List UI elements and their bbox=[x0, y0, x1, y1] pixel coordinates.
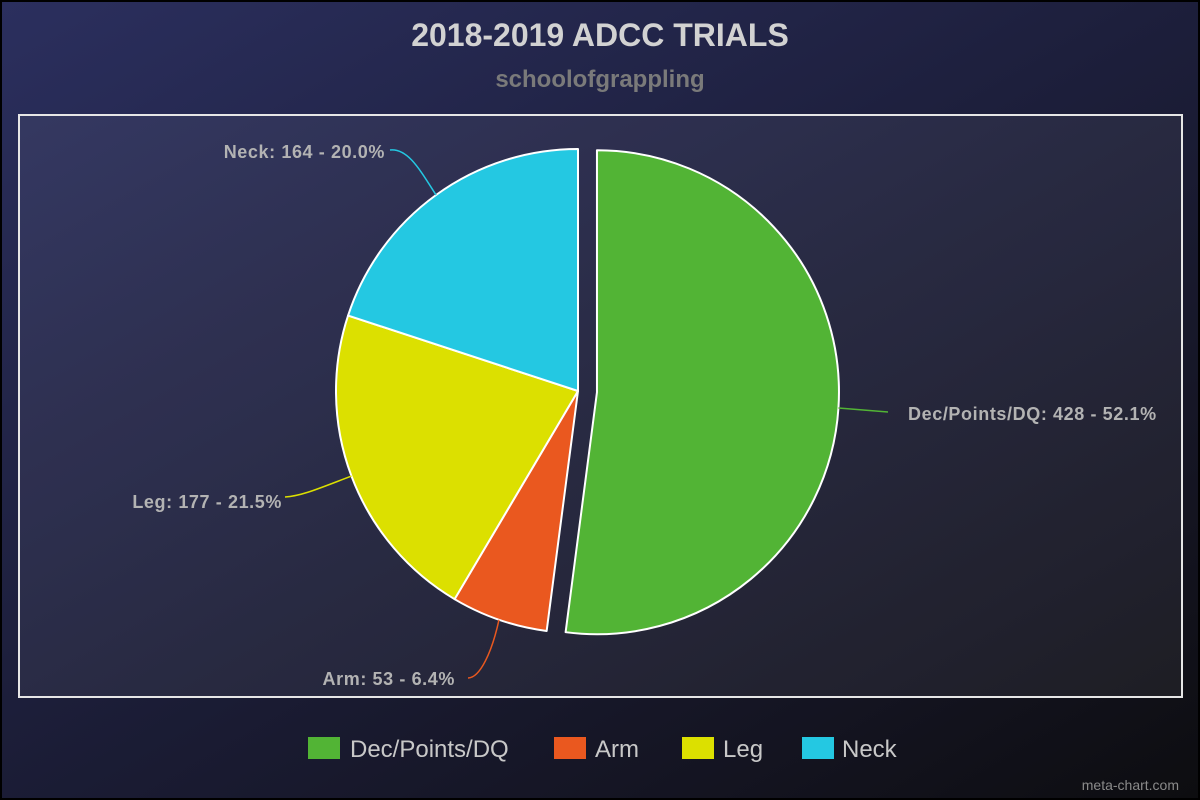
credit-text: meta-chart.com bbox=[1082, 777, 1179, 793]
label-connector-leg bbox=[284, 475, 352, 498]
legend-item-leg: Leg bbox=[682, 736, 763, 763]
chart-title: 2018-2019 ADCC TRIALS bbox=[411, 17, 789, 53]
legend: Dec/Points/DQ Arm Leg Neck bbox=[308, 736, 898, 763]
legend-item-neck: Neck bbox=[802, 736, 898, 763]
slice-label-neck: Neck: 164 - 20.0% bbox=[224, 142, 385, 162]
pie-slice-neck bbox=[347, 148, 579, 392]
legend-item-dec-points-dq: Dec/Points/DQ bbox=[308, 736, 509, 763]
label-connector-neck bbox=[389, 149, 437, 196]
legend-label-leg: Leg bbox=[723, 736, 763, 763]
legend-label-neck: Neck bbox=[842, 736, 898, 763]
pie-slice-leg bbox=[335, 314, 579, 601]
slice-label-arm: Arm: 53 - 6.4% bbox=[323, 669, 455, 689]
slice-label-dec-points-dq: Dec/Points/DQ: 428 - 52.1% bbox=[908, 404, 1157, 424]
label-connector-arm bbox=[467, 619, 500, 679]
legend-swatch-neck bbox=[802, 737, 834, 759]
pie-slices bbox=[335, 148, 840, 636]
chart-subtitle: schoolofgrappling bbox=[495, 66, 704, 93]
legend-swatch-arm bbox=[554, 737, 586, 759]
legend-label-arm: Arm bbox=[595, 736, 639, 763]
legend-swatch-leg bbox=[682, 737, 714, 759]
slice-label-leg: Leg: 177 - 21.5% bbox=[132, 492, 282, 512]
legend-item-arm: Arm bbox=[554, 736, 639, 763]
label-connector-dec-points-dq bbox=[838, 407, 889, 413]
legend-swatch-dec-points-dq bbox=[308, 737, 340, 759]
legend-label-dec-points-dq: Dec/Points/DQ bbox=[350, 736, 509, 763]
slice-labels: Dec/Points/DQ: 428 - 52.1% Arm: 53 - 6.4%… bbox=[132, 142, 1156, 689]
